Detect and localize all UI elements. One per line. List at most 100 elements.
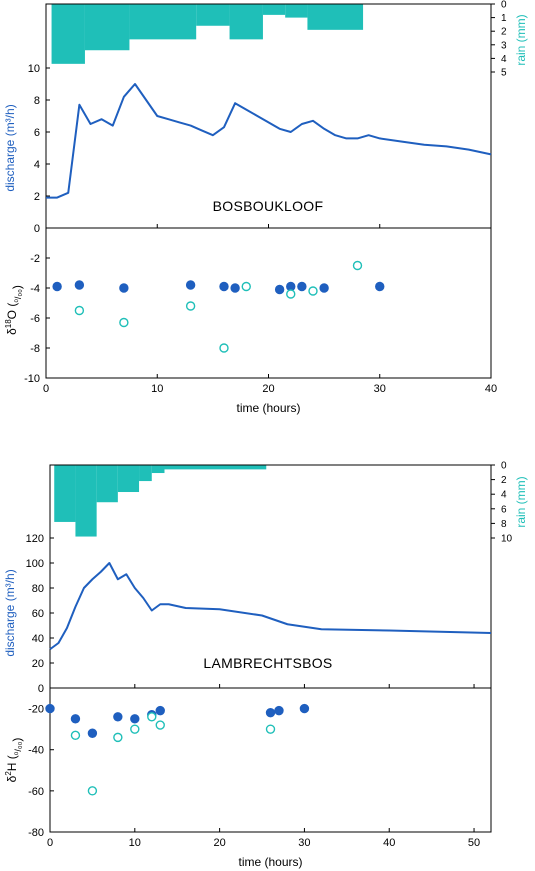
rain-bar [164,465,267,470]
x-axis-label: time (hours) [236,401,300,415]
isotope-point-open [352,260,363,271]
site-label: BOSBOUKLOOF [213,198,324,214]
isotope-label-end: ) [10,738,24,742]
discharge-tick-label: 0 [38,683,44,695]
discharge-tick-label: 40 [32,633,44,645]
x-tick-label: 0 [43,383,49,395]
isotope-point-open [130,724,140,734]
rain-bar [84,4,130,51]
rain-bar [75,465,97,537]
discharge-tick-label: 120 [26,533,44,545]
rain-bar [285,4,308,18]
rain-tick-label: 5 [501,68,507,79]
isotope-frame [49,687,492,833]
discharge-tick-label: 8 [34,95,40,107]
rain-tick-label: 4 [501,54,507,65]
isotope-point-filled [155,705,165,716]
isotope-tick-label: -80 [28,827,44,839]
isotope-point-filled [375,281,385,292]
isotope-point-open [87,786,98,796]
rain-tick-label: 8 [501,519,507,530]
isotope-point-open [155,720,165,730]
isotope-point-filled [185,280,196,290]
rain-tick-label: 3 [501,40,507,51]
isotope-tick-label: -10 [24,373,40,385]
isotope-point-filled [297,281,307,292]
isotope-label-mid: H ( [5,755,19,771]
discharge-line [49,562,492,651]
rain-tick-label: 4 [501,490,507,501]
isotope-point-filled [52,281,62,292]
discharge-tick-label: 6 [34,127,40,139]
isotope-point-filled [319,283,329,293]
isotope-point-open [113,732,123,743]
discharge-tick-label: 0 [34,223,40,235]
rain-bar [196,4,230,26]
site-label: LAMBRECHTSBOS [203,655,332,671]
isotope-point-filled [70,714,81,724]
isotope-point-open [265,724,276,734]
x-tick-label: 20 [213,837,225,849]
x-tick-label: 30 [374,383,386,395]
discharge-line [46,83,492,199]
rain-tick-label: 6 [501,504,507,515]
x-tick-label: 30 [298,837,310,849]
discharge-tick-label: 80 [32,583,44,595]
rain-bar [129,4,197,40]
isotope-point-filled [299,703,310,714]
x-tick-label: 50 [468,837,480,849]
discharge-axis-label: discharge (m³/h) [3,569,17,656]
rain-bar [229,4,263,40]
isotope-tick-label: -60 [28,786,44,798]
x-tick-label: 40 [383,837,395,849]
rain-bar [307,4,364,30]
rain-tick-label: 2 [501,475,507,486]
x-tick-label: 20 [262,383,274,395]
isotope-point-filled [265,707,276,718]
isotope-label-unit: ⁰/₀₀ [13,289,23,303]
isotope-point-filled [130,714,140,724]
isotope-label-mid: O ( [5,303,19,320]
isotope-axis-label: δ2H (⁰/₀₀) [4,738,24,783]
isotope-point-filled [113,712,123,722]
isotope-tick-label: -2 [30,253,40,265]
rain-tick-label: 10 [501,534,513,545]
isotope-tick-label: -4 [30,283,40,295]
rain-axis-label: rain (mm) [514,476,528,527]
rain-bar [117,465,140,493]
isotope-frame [45,227,492,379]
rain-bar [139,465,152,482]
isotope-point-open [241,281,251,292]
isotope-point-open [308,286,318,296]
x-tick-label: 40 [485,383,497,395]
rain-tick-label: 0 [501,461,507,472]
isotope-point-filled [230,283,240,293]
isotope-tick-label: -20 [28,704,44,716]
isotope-tick-label: -6 [30,313,40,325]
rain-bar [51,4,85,64]
isotope-label-delta: δ [5,328,19,335]
isotope-tick-label: -8 [30,343,40,355]
isotope-point-open [74,305,85,316]
isotope-tick-label: -40 [28,745,44,757]
discharge-tick-label: 100 [26,558,44,570]
isotope-point-filled [87,728,98,738]
isotope-point-filled [45,703,55,714]
isotope-point-filled [74,280,85,290]
rain-tick-label: 0 [501,0,507,11]
rain-bar [54,465,76,522]
isotope-point-filled [119,283,129,293]
rain-bar [151,465,165,474]
x-tick-label: 0 [47,837,53,849]
isotope-label-unit: ⁰/₀₀ [13,741,23,755]
isotope-label-end: ) [10,285,24,289]
bosboukloof-chart: 0 1 2 3 4 5 rain (mm) 0 2 4 6 8 10 discharge (m³/h) BO… [3,0,528,415]
discharge-tick-label: 2 [34,191,40,203]
isotope-point-filled [274,284,285,295]
isotope-point-open [147,712,157,722]
isotope-label-delta: δ [5,775,19,782]
discharge-tick-label: 60 [32,608,44,620]
rain-axis-label: rain (mm) [514,14,528,65]
